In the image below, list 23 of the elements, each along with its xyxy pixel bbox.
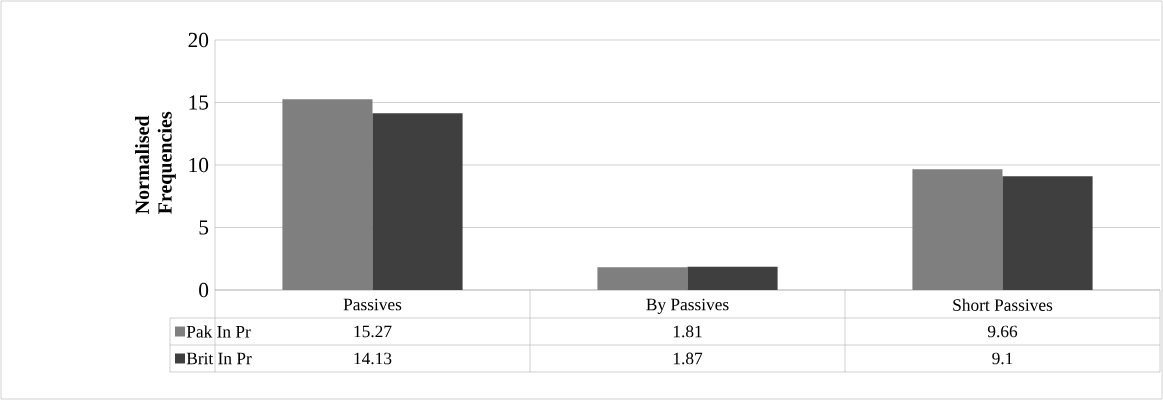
data-label: 9.66 bbox=[987, 325, 1018, 338]
data-label: 9.1 bbox=[992, 352, 1013, 365]
y-axis-title: Normalised Frequencies bbox=[135, 111, 176, 214]
bar bbox=[1002, 176, 1093, 290]
x-tick-label: Passives bbox=[343, 298, 402, 311]
bar bbox=[282, 99, 373, 290]
bar bbox=[597, 267, 688, 290]
data-label: 1.87 bbox=[673, 352, 703, 365]
legend-label: Brit In Pr bbox=[186, 352, 252, 365]
x-tick-label: By Passives bbox=[646, 298, 729, 314]
y-tick-label: 20 bbox=[188, 32, 209, 48]
y-tick-label: 5 bbox=[199, 220, 209, 235]
data-label: 1.81 bbox=[673, 325, 702, 338]
x-tick-label: Short Passives bbox=[953, 298, 1053, 311]
y-tick-label: 0 bbox=[199, 282, 209, 298]
bar bbox=[687, 266, 778, 290]
bar bbox=[912, 169, 1003, 290]
y-tick-label: 10 bbox=[189, 157, 209, 173]
legend-label: Pak In Pr bbox=[186, 325, 251, 338]
bar bbox=[372, 113, 463, 290]
data-label: 15.27 bbox=[354, 325, 392, 338]
data-label: 14.13 bbox=[354, 352, 392, 365]
y-tick-label: 15 bbox=[189, 95, 209, 110]
